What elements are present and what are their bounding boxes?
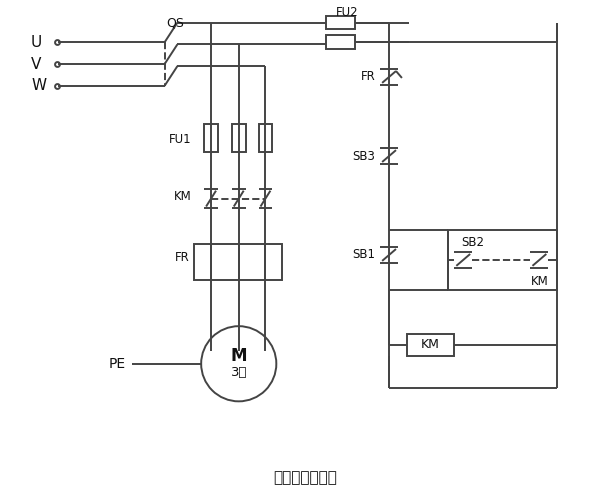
Text: QS: QS <box>167 16 185 29</box>
Text: SB1: SB1 <box>352 248 375 262</box>
Text: SB3: SB3 <box>353 150 375 163</box>
Text: FU2: FU2 <box>336 6 359 19</box>
Text: KM: KM <box>174 190 191 203</box>
Text: FU1: FU1 <box>169 133 191 146</box>
Text: FR: FR <box>360 71 375 84</box>
Text: KM: KM <box>530 275 548 288</box>
Bar <box>407 334 455 356</box>
Bar <box>448 230 557 290</box>
Text: SB2: SB2 <box>461 235 485 248</box>
Bar <box>204 124 218 152</box>
Text: KM: KM <box>421 339 440 351</box>
Bar <box>232 124 246 152</box>
Bar <box>326 35 356 49</box>
Text: 点动、自锁控制: 点动、自锁控制 <box>273 470 337 485</box>
Bar <box>258 124 273 152</box>
Bar <box>194 244 282 280</box>
Text: PE: PE <box>109 357 126 371</box>
Text: FR: FR <box>175 251 189 265</box>
Text: M: M <box>230 347 247 365</box>
Text: U: U <box>31 35 42 50</box>
Text: 3～: 3～ <box>230 366 247 379</box>
Circle shape <box>201 326 276 401</box>
Text: V: V <box>31 56 42 72</box>
Text: W: W <box>31 78 46 93</box>
Bar <box>326 16 356 29</box>
